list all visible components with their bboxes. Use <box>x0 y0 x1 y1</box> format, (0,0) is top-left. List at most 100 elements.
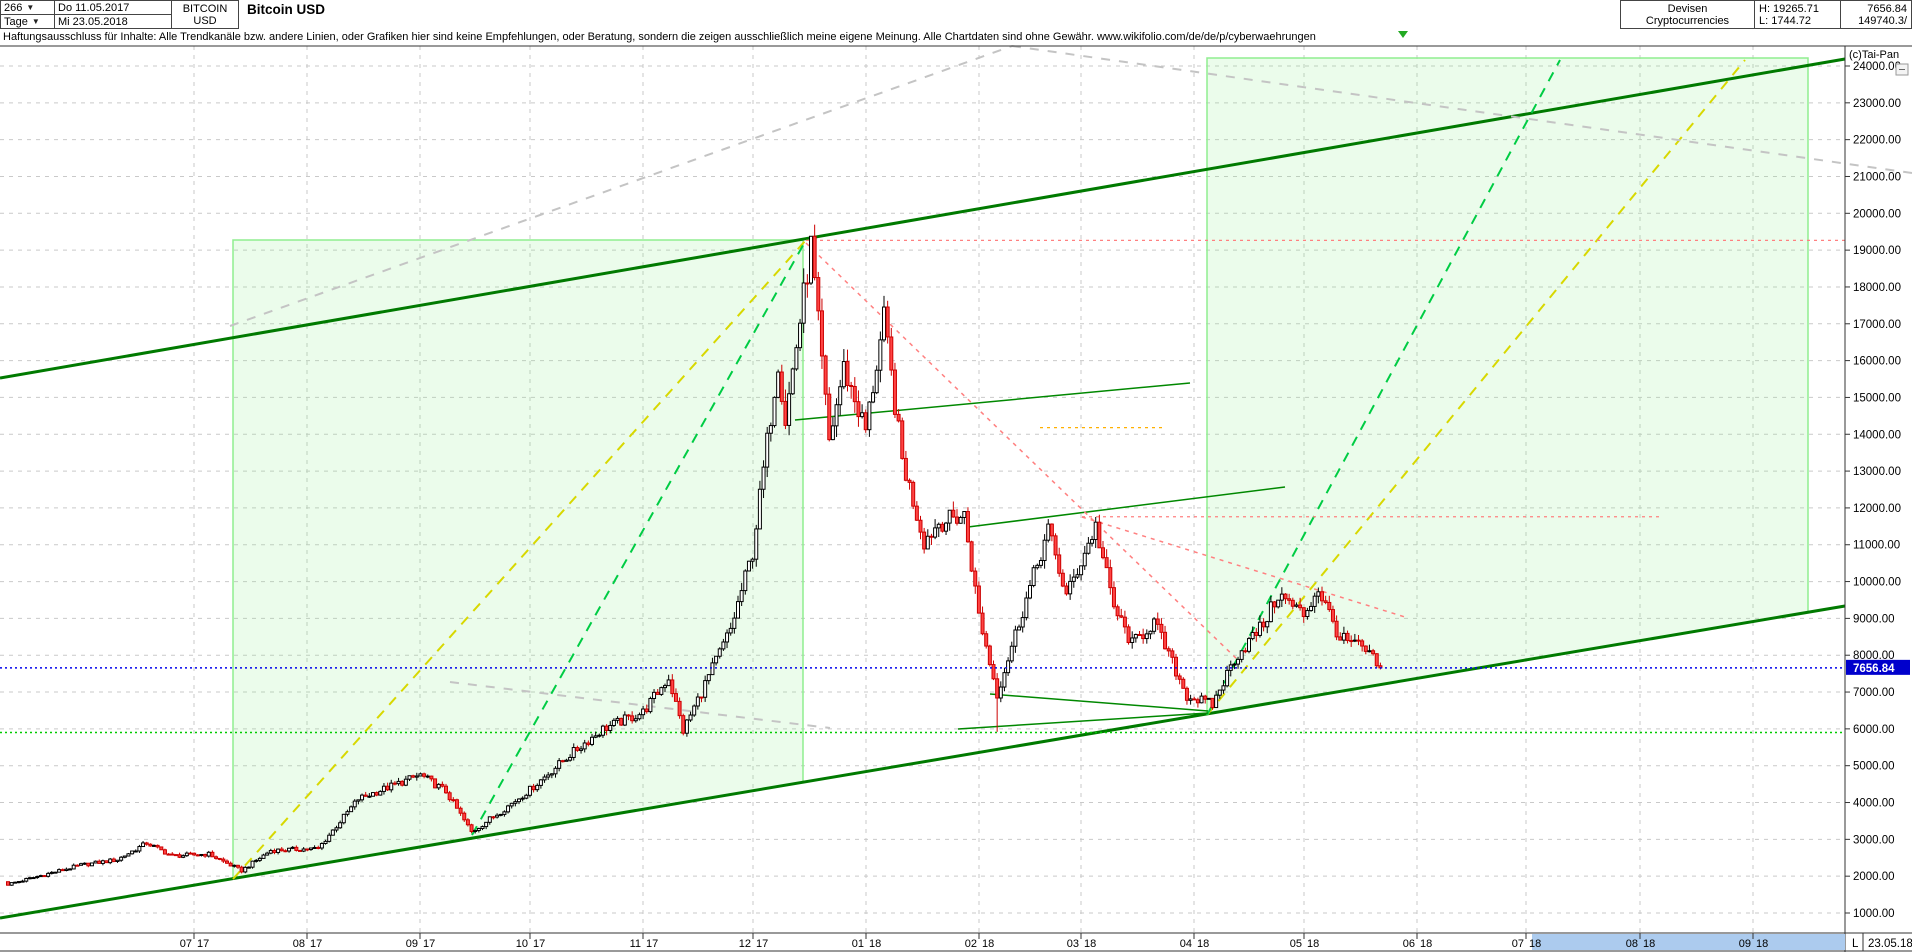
x-axis-year-label: 17 <box>197 938 209 950</box>
date-to-field[interactable]: Mi 23.05.2018 <box>54 14 172 29</box>
y-axis-label: 6000.00 <box>1853 724 1895 736</box>
current-price: 7656.84 <box>1867 2 1907 15</box>
y-axis-label: 14000.00 <box>1853 429 1901 441</box>
x-axis-year-label: 17 <box>646 938 658 950</box>
x-axis-month-label: 07 <box>1512 938 1524 950</box>
chevron-down-icon: ▼ <box>26 3 35 12</box>
y-axis-label: 1000.00 <box>1853 908 1895 920</box>
x-axis-month-label: 05 <box>1290 938 1302 950</box>
low-value: L: 1744.72 <box>1759 14 1811 27</box>
x-axis-month-label: 06 <box>1403 938 1415 950</box>
x-axis-year-label: 18 <box>1420 938 1432 950</box>
x-axis-month-label: 09 <box>1739 938 1751 950</box>
y-axis-label: 9000.00 <box>1853 613 1895 625</box>
bars-count-value: 266 <box>4 1 23 14</box>
x-axis-year-label: 18 <box>1084 938 1096 950</box>
symbol-currency: USD <box>193 14 217 27</box>
y-axis-label: 21000.00 <box>1853 171 1901 183</box>
x-axis-month-label: 02 <box>965 938 977 950</box>
category-line2: Cryptocurrencies <box>1645 14 1730 27</box>
price-volume-box: 7656.84 149740.3/ <box>1840 0 1912 29</box>
x-axis-month-label: 09 <box>406 938 418 950</box>
x-axis-month-label: 08 <box>1626 938 1638 950</box>
box2-diagonal-yellow <box>1206 59 1746 716</box>
y-axis-label: 12000.00 <box>1853 503 1901 515</box>
y-axis-label: 24000.00 <box>1853 61 1901 73</box>
y-axis-label: 11000.00 <box>1853 540 1900 552</box>
chevron-down-icon: ▼ <box>31 17 40 26</box>
disclaimer-text: Haftungsausschluss für Inhalte: Alle Tre… <box>3 31 1316 43</box>
channel-upper <box>0 57 1846 380</box>
y-axis-label: 20000.00 <box>1853 208 1901 220</box>
wedge-lower <box>957 712 1209 730</box>
y-axis-label: 16000.00 <box>1853 356 1901 368</box>
high-low-box: H: 19265.71 L: 1744.72 <box>1754 0 1841 29</box>
y-axis-label: 5000.00 <box>1853 761 1895 773</box>
x-axis-month-label: 12 <box>739 938 751 950</box>
x-axis-month-label: 08 <box>293 938 305 950</box>
y-axis-label: 19000.00 <box>1853 245 1901 257</box>
x-axis-future-highlight <box>1532 934 1845 950</box>
x-axis-year-label: 18 <box>1756 938 1768 950</box>
date-from-field[interactable]: Do 11.05.2017 <box>54 0 172 15</box>
x-axis-year-label: 18 <box>1529 938 1541 950</box>
y-axis-label: 13000.00 <box>1853 466 1901 478</box>
x-axis-year-label: 17 <box>756 938 768 950</box>
period-value: Tage <box>4 15 28 28</box>
x-axis-month-label: 10 <box>516 938 528 950</box>
x-axis-month-label: 01 <box>852 938 864 950</box>
x-axis-year-label: 18 <box>1643 938 1655 950</box>
date-to-value: Mi 23.05.2018 <box>58 15 128 28</box>
y-axis-label: 17000.00 <box>1853 319 1901 331</box>
y-axis-label: 18000.00 <box>1853 282 1901 294</box>
x-axis-year-label: 17 <box>533 938 545 950</box>
gray-line-falling <box>1011 45 1912 174</box>
x-axis-year-label: 18 <box>1197 938 1209 950</box>
y-axis-label: 22000.00 <box>1853 135 1901 147</box>
last-price-tag-text: 7656.84 <box>1853 663 1895 675</box>
x-axis-month-label: 04 <box>1180 938 1192 950</box>
period-dropdown[interactable]: Tage ▼ <box>0 14 55 29</box>
last-date-label: 23.05.18 <box>1868 938 1912 950</box>
box2-diagonal-green <box>1206 59 1561 716</box>
y-axis-label: 3000.00 <box>1853 834 1895 846</box>
x-axis-year-label: 18 <box>869 938 881 950</box>
high-value: H: 19265.71 <box>1759 2 1819 15</box>
red-fan-shallow <box>1081 516 1406 618</box>
symbol-box[interactable]: BITCOIN USD <box>171 0 239 29</box>
red-fan-steep <box>805 242 1241 663</box>
date-from-value: Do 11.05.2017 <box>58 1 130 14</box>
gray-line-rising <box>229 45 1013 327</box>
page-title: Bitcoin USD <box>247 2 326 17</box>
y-axis-label: 15000.00 <box>1853 392 1901 404</box>
y-axis-label: 4000.00 <box>1853 798 1895 810</box>
channel-lower <box>0 604 1846 920</box>
last-price-tag <box>1846 659 1910 675</box>
volume-value: 149740.3/ <box>1858 14 1907 27</box>
candles-layer <box>6 224 1383 886</box>
x-axis-month-label: 03 <box>1067 938 1079 950</box>
resistance-thin-lower <box>967 486 1286 528</box>
y-axis-label: 8000.00 <box>1853 650 1895 662</box>
x-axis-month-label: 11 <box>630 938 641 950</box>
y-axis-label: 23000.00 <box>1853 98 1901 110</box>
category-line1: Devisen <box>1667 2 1708 15</box>
x-axis-year-label: 17 <box>423 938 435 950</box>
y-axis-label: 7000.00 <box>1853 687 1895 699</box>
box1-diagonal-green <box>471 239 807 836</box>
category-box: Devisen Cryptocurrencies <box>1620 0 1755 29</box>
last-bar-marker: L <box>1852 938 1859 950</box>
x-axis-year-label: 17 <box>310 938 322 950</box>
marker-triangle-icon <box>1398 31 1408 38</box>
y-axis-label: 10000.00 <box>1853 577 1901 589</box>
y-axis-label: 2000.00 <box>1853 871 1895 883</box>
symbol-name: BITCOIN <box>182 2 228 15</box>
x-axis-year-label: 18 <box>982 938 994 950</box>
x-axis-month-label: 07 <box>180 938 192 950</box>
copyright-label: (c)Tai-Pan <box>1849 49 1899 61</box>
wedge-upper <box>989 693 1209 712</box>
x-axis-year-label: 18 <box>1307 938 1319 950</box>
